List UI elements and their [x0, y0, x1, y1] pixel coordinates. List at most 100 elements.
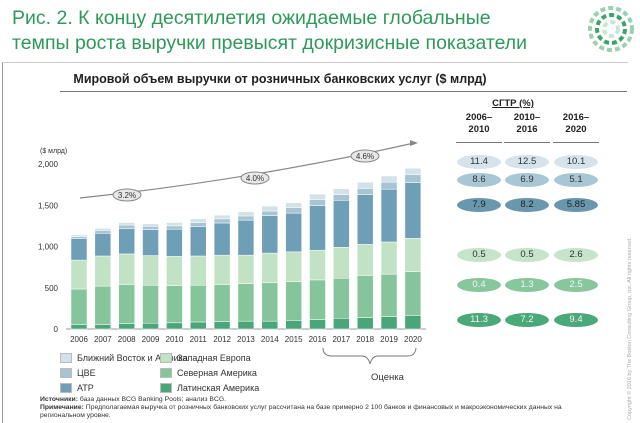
bar-segment	[380, 241, 398, 275]
footnotes: Источники: база данных BCG Banking Pools…	[40, 396, 600, 420]
bar-segment	[309, 249, 326, 281]
bar-segment	[94, 233, 112, 257]
bar-segment	[94, 285, 112, 325]
note-text: Предполагаемая выручка от розничных банк…	[40, 404, 562, 419]
bar-segment	[190, 285, 207, 323]
bar-segment	[70, 288, 88, 325]
bar-segment	[190, 218, 207, 223]
bar-segment	[70, 259, 88, 290]
cagr-value: 9.4	[554, 313, 598, 327]
legend-label: Северная Америка	[177, 368, 257, 378]
bar-segment	[237, 254, 255, 284]
bar-segment	[213, 222, 231, 256]
cagr-column-header: 2006– 2010	[465, 112, 493, 135]
bar-segment	[309, 319, 326, 330]
bar-segment	[285, 320, 302, 330]
column-divider	[553, 142, 599, 143]
x-tick-label: 2020	[404, 335, 422, 344]
legend-item: Ближний Восток и Африка	[60, 353, 188, 363]
cagr-value: 12.5	[505, 155, 549, 169]
bar-segment	[166, 285, 183, 324]
cagr-value: 0.4	[457, 278, 501, 292]
growth-label: 3.2%	[118, 191, 136, 200]
cagr-value: 0.5	[505, 248, 549, 262]
cagr-value: 1.3	[505, 278, 549, 292]
bar-segment	[142, 229, 159, 256]
legend-label: Латинская Америка	[177, 383, 260, 393]
bar-chart: ($ млрд) 0 500 1,000 1,500 2,000 2006 2007 2008 2…	[38, 140, 426, 344]
x-tick-label: 2006	[70, 335, 88, 344]
cagr-value: 6.9	[505, 173, 549, 187]
bar-segment	[261, 282, 279, 322]
bar-segment	[261, 252, 279, 284]
column-divider	[456, 142, 502, 143]
bar-segment	[142, 223, 159, 227]
bar-segment	[333, 318, 350, 330]
bar-segment	[261, 210, 279, 216]
y-tick-label: 0	[54, 325, 59, 334]
bar-segment	[380, 175, 398, 183]
estimate-bracket	[322, 347, 417, 365]
bar-segment	[166, 322, 183, 330]
legend-item: Латинская Америка	[160, 383, 259, 393]
cagr-value: 0.5	[457, 248, 501, 262]
legend-label: ЦВЕ	[77, 368, 96, 378]
x-tick-label: 2015	[285, 335, 303, 344]
bar-segment	[190, 321, 207, 330]
bar-segment	[118, 284, 135, 324]
bar-segment	[94, 255, 112, 287]
bar-segment	[190, 255, 207, 286]
x-tick-label: 2014	[261, 335, 279, 344]
growth-label: 4.6%	[356, 152, 374, 161]
bar-segment	[237, 219, 255, 256]
x-tick-label: 2009	[142, 335, 160, 344]
bar-segment	[333, 194, 350, 201]
bar-segment	[404, 182, 422, 239]
bar-segment	[404, 167, 422, 175]
y-tick-label: 2,000	[38, 160, 59, 169]
bar-segment	[213, 321, 231, 330]
x-tick-label: 2008	[118, 335, 136, 344]
bar-segment	[118, 224, 135, 230]
bar-segment	[309, 279, 326, 320]
bar-segment	[309, 205, 326, 251]
x-tick-label: 2010	[166, 335, 184, 344]
slide-title: Рис. 2. К концу десятилетия ожидаемые гл…	[12, 7, 528, 54]
y-axis-label: ($ млрд)	[40, 148, 67, 155]
bar-segment	[285, 212, 302, 253]
bar-segment	[70, 238, 88, 261]
bar-segment	[142, 226, 159, 230]
bar-segment	[166, 256, 183, 286]
bar-segment	[237, 320, 255, 330]
bar-segment	[285, 202, 302, 208]
bar-segment	[285, 207, 302, 214]
bar-segment	[309, 199, 326, 206]
bar-segment	[94, 324, 112, 330]
legend-item: ЦВЕ	[60, 368, 96, 378]
bar-segment	[356, 194, 374, 245]
bar-segment	[142, 255, 159, 286]
bar-segment	[94, 228, 112, 231]
legend-swatch	[160, 368, 172, 378]
cagr-value: 7.9	[457, 198, 501, 212]
y-tick-label: 1,000	[38, 243, 59, 252]
bar-segment	[380, 316, 398, 330]
logo-icon	[588, 6, 634, 52]
bar-segment	[237, 211, 255, 217]
legend-label: Ближний Восток и Африка	[77, 353, 188, 363]
title-divider	[60, 91, 627, 92]
x-tick-label: 2011	[190, 335, 208, 344]
bar-segment	[285, 251, 302, 282]
sources-label: Источники:	[40, 396, 78, 403]
legend-swatch	[160, 353, 172, 363]
bar-segment	[380, 181, 398, 190]
cagr-label: СГТР (%)	[492, 98, 534, 109]
note-label: Примечание:	[40, 404, 84, 411]
bar-segment	[237, 283, 255, 322]
bar-segment	[261, 215, 279, 254]
bar-segment	[118, 222, 135, 226]
bar-segment	[142, 322, 159, 330]
x-tick-label: 2007	[94, 335, 112, 344]
legend-item: АТР	[60, 383, 94, 393]
bar-segment	[356, 317, 374, 330]
